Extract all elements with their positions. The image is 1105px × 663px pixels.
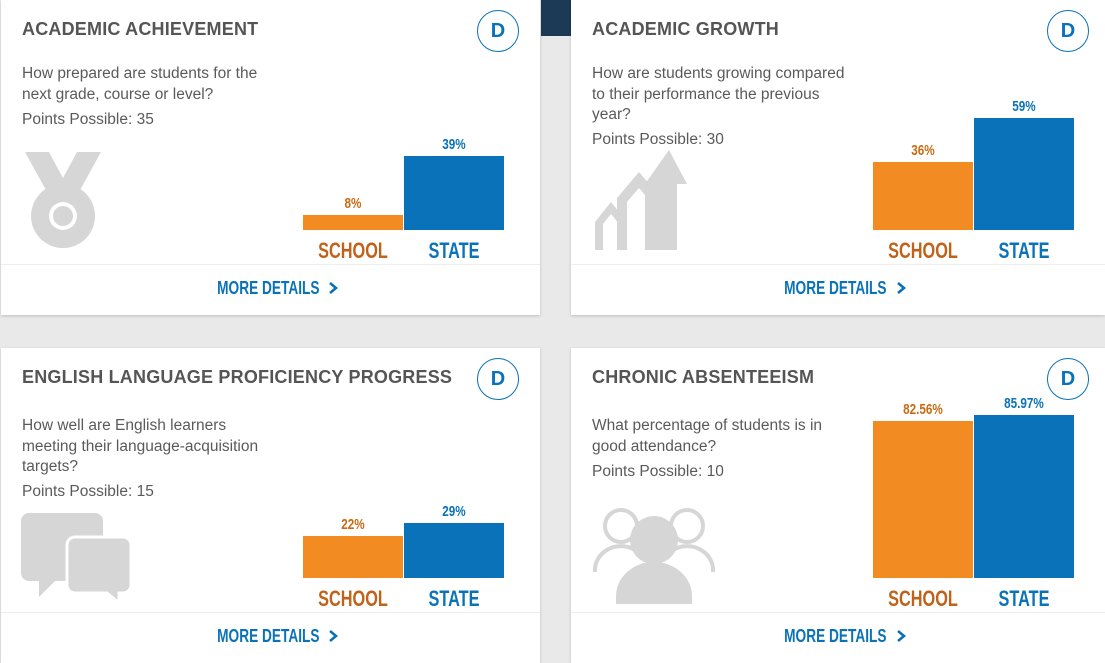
grade-badge: D	[477, 358, 519, 400]
card-question: How well are English learners meeting th…	[22, 417, 259, 475]
header-strip	[541, 0, 571, 36]
state-value-label: 59%	[1012, 98, 1036, 115]
divider	[571, 612, 1105, 613]
more-details-label: MORE DETAILS	[216, 278, 320, 298]
more-details-link[interactable]: MORE DETAILS	[571, 278, 1105, 299]
chevron-right-icon	[329, 282, 339, 294]
points-possible: Points Possible: 35	[22, 111, 154, 128]
chevron-right-icon	[897, 630, 906, 642]
growth-arrows-icon	[595, 150, 687, 250]
card-question: How prepared are students for the next g…	[22, 65, 258, 103]
divider	[1, 264, 540, 265]
card-question: What percentage of students is in good a…	[592, 417, 823, 455]
school-bar	[873, 421, 973, 578]
state-axis-label: STATE	[998, 586, 1050, 611]
points-possible: Points Possible: 10	[592, 463, 724, 480]
state-axis-label: STATE	[428, 238, 480, 263]
grade-badge: D	[1047, 358, 1089, 400]
state-bar	[974, 118, 1074, 230]
comparison-chart: 22% 29% SCHOOL STATE	[303, 348, 505, 618]
more-details-link[interactable]: MORE DETAILS	[571, 626, 1105, 647]
state-value-label: 85.97%	[1004, 395, 1044, 412]
more-details-label: MORE DETAILS	[216, 626, 320, 646]
state-axis-label: STATE	[998, 238, 1050, 263]
chevron-right-icon	[329, 630, 339, 642]
state-bar	[404, 523, 504, 578]
school-value-label: 82.56%	[903, 401, 943, 418]
card-title: ENGLISH LANGUAGE PROFICIENCY PROGRESS	[22, 367, 453, 387]
state-bar	[404, 156, 504, 230]
school-bar	[303, 215, 403, 230]
school-value-label: 22%	[341, 516, 365, 533]
state-value-label: 29%	[442, 503, 466, 520]
comparison-chart: 36% 59% SCHOOL STATE	[873, 0, 1075, 270]
more-details-link[interactable]: MORE DETAILS	[1, 278, 540, 299]
state-value-label: 39%	[442, 136, 466, 153]
chat-bubbles-icon	[21, 513, 131, 603]
comparison-chart: 82.56% 85.97% SCHOOL STATE	[873, 348, 1075, 618]
state-bar	[974, 415, 1074, 578]
school-axis-label: SCHOOL	[318, 586, 388, 611]
school-axis-label: SCHOOL	[318, 238, 388, 263]
points-possible: Points Possible: 15	[22, 483, 154, 500]
school-value-label: 8%	[344, 195, 362, 212]
points-possible: Points Possible: 30	[592, 131, 724, 148]
card-question: How are students growing compared to the…	[592, 65, 845, 123]
state-axis-label: STATE	[428, 586, 480, 611]
card-academic-achievement: ACADEMIC ACHIEVEMENT D How prepared are …	[1, 0, 540, 315]
card-title: ACADEMIC GROWTH	[592, 19, 779, 39]
school-bar	[303, 536, 403, 578]
comparison-chart: 8% 39% SCHOOL STATE	[303, 0, 505, 270]
grade-badge: D	[477, 10, 519, 52]
card-english-language-proficiency: ENGLISH LANGUAGE PROFICIENCY PROGRESS D …	[1, 348, 540, 663]
school-value-label: 36%	[911, 142, 935, 159]
chevron-right-icon	[897, 282, 906, 294]
more-details-label: MORE DETAILS	[784, 626, 887, 646]
divider	[571, 264, 1105, 265]
school-bar	[873, 162, 973, 230]
school-axis-label: SCHOOL	[888, 238, 958, 263]
card-title: ACADEMIC ACHIEVEMENT	[22, 19, 259, 39]
school-axis-label: SCHOOL	[888, 586, 958, 611]
card-title: CHRONIC ABSENTEEISM	[592, 367, 815, 387]
people-group-icon	[592, 508, 716, 604]
card-academic-growth: ACADEMIC GROWTH D How are students growi…	[571, 0, 1105, 315]
card-chronic-absenteeism: CHRONIC ABSENTEEISM D What percentage of…	[571, 348, 1105, 663]
more-details-label: MORE DETAILS	[784, 278, 887, 298]
divider	[1, 612, 540, 613]
more-details-link[interactable]: MORE DETAILS	[1, 626, 540, 647]
medal-icon	[25, 152, 101, 248]
grade-badge: D	[1047, 10, 1089, 52]
